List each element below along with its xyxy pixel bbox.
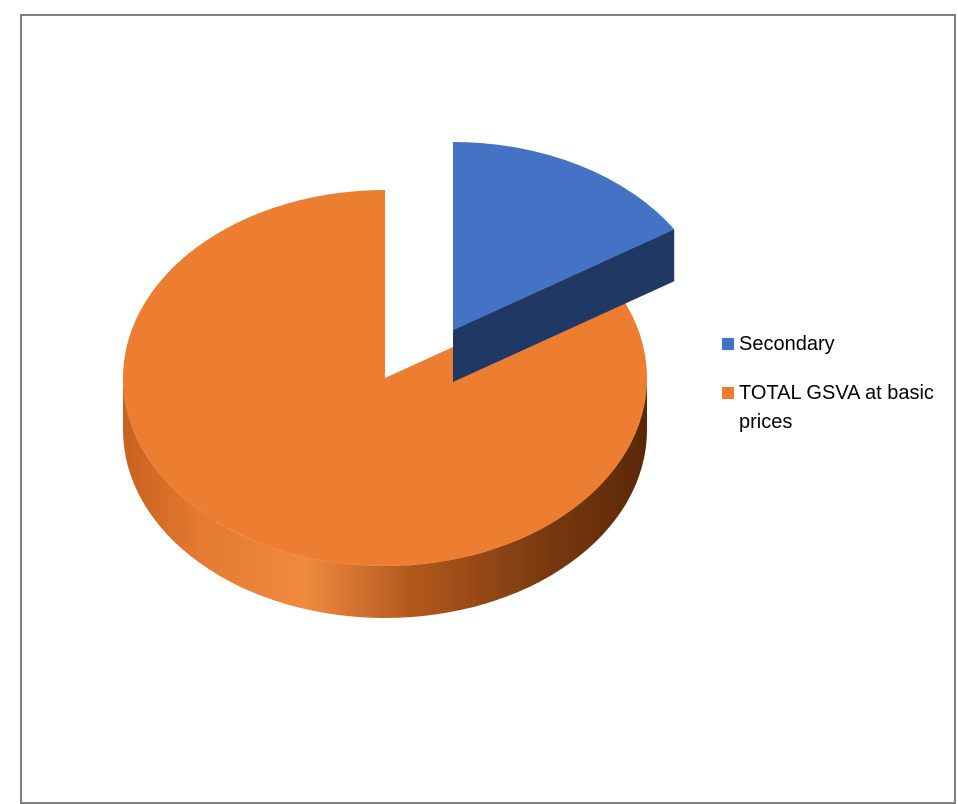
legend-item-secondary: Secondary — [722, 330, 958, 359]
legend-label-secondary: Secondary — [739, 333, 835, 355]
pie-slice-total-gsva — [123, 190, 648, 618]
pie-top-total-gsva — [123, 190, 648, 566]
legend-label-total-gsva: TOTAL GSVA at basic prices — [739, 382, 934, 433]
pie-cutface-secondary — [453, 229, 675, 382]
pie-top-secondary — [453, 142, 675, 330]
chart-legend: Secondary TOTAL GSVA at basic prices — [722, 330, 958, 437]
legend-swatch-secondary — [722, 338, 734, 350]
pie-side-total-gsva — [123, 378, 647, 618]
legend-swatch-total-gsva — [722, 387, 734, 399]
legend-item-total-gsva: TOTAL GSVA at basic prices — [722, 379, 958, 437]
pie-slice-secondary — [453, 142, 675, 382]
